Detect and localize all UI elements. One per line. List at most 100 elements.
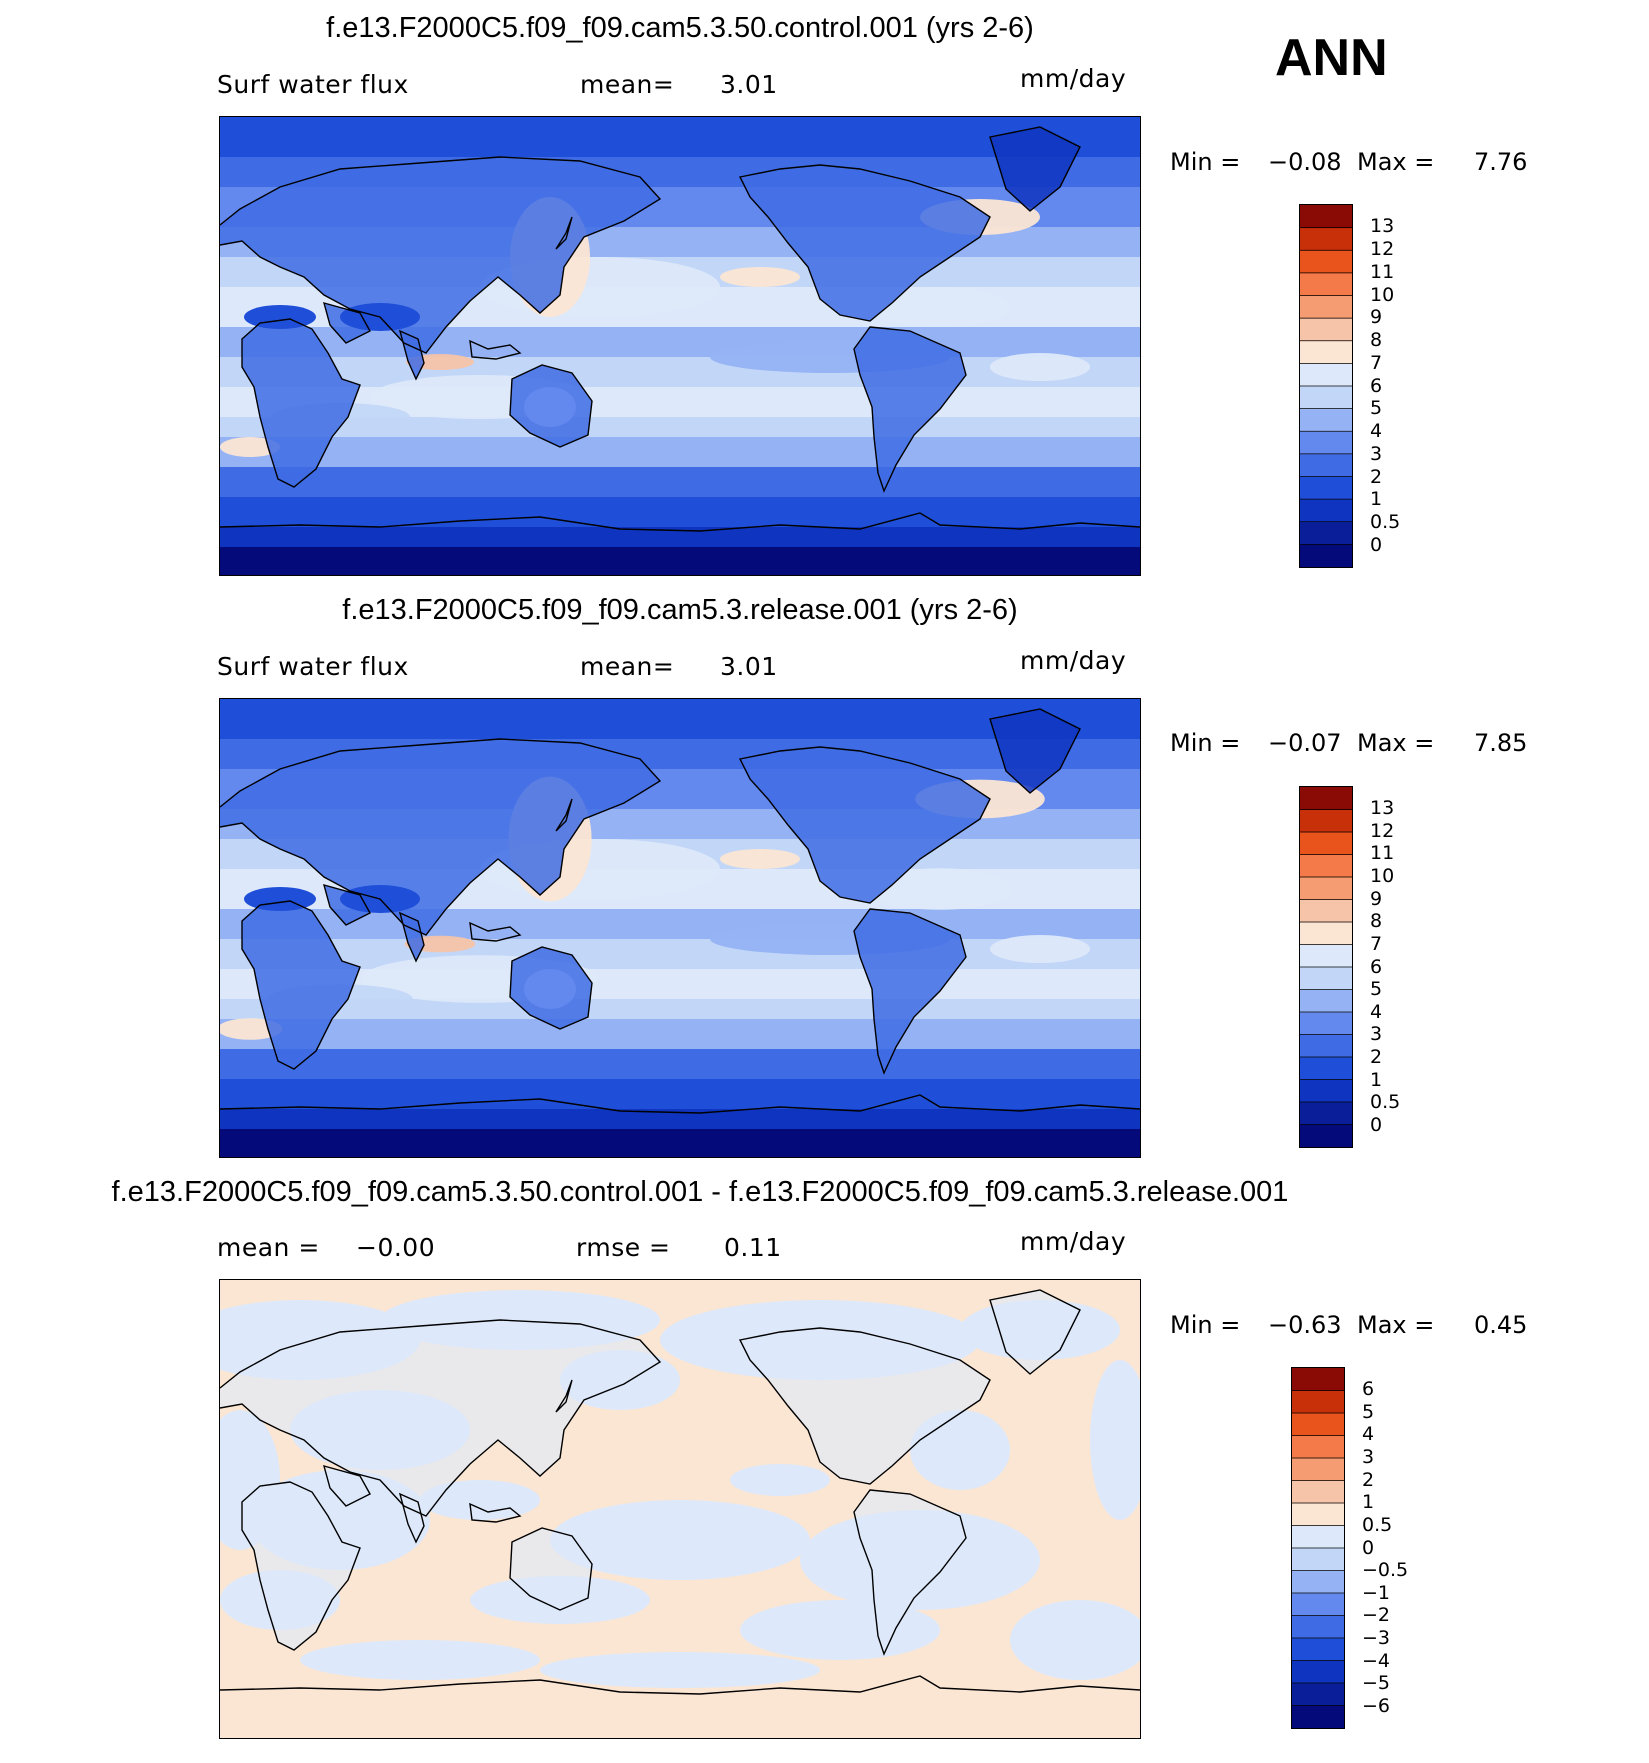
colorbar-tick-label: −6 (1362, 1694, 1391, 1717)
colorbar-swatch (1292, 1548, 1344, 1571)
panel-1-title: f.e13.F2000C5.f09_f09.cam5.3.50.control.… (326, 12, 1034, 44)
coastline (989, 708, 1081, 794)
colorbar-swatch (1300, 922, 1352, 945)
land-fill (854, 909, 966, 1073)
colorbar-tick-label: 10 (1370, 865, 1395, 887)
colorbar-tick-label: 10 (1370, 283, 1395, 306)
field-patch (220, 437, 280, 457)
diff-patch (420, 1480, 540, 1520)
field-band (220, 1019, 1140, 1050)
diff-patch (1090, 1360, 1140, 1520)
field-band (220, 1079, 1140, 1110)
colorbar-swatch (1300, 1124, 1352, 1147)
panel-2-colorbar-svg (1300, 787, 1352, 1147)
coastline (220, 738, 662, 936)
colorbar-swatch (1300, 499, 1352, 523)
coastline (509, 1527, 593, 1611)
colorbar-swatch (1300, 877, 1352, 900)
coastline (509, 946, 593, 1030)
colorbar-tick-label: 9 (1370, 306, 1383, 329)
colorbar-swatch (1300, 854, 1352, 878)
colorbar-swatch (1300, 431, 1352, 455)
field-patch (990, 353, 1090, 381)
colorbar-swatch (1300, 787, 1352, 810)
colorbar-tick-label: −0.5 (1362, 1559, 1409, 1582)
coastline (989, 126, 1081, 212)
colorbar-tick-label: 2 (1370, 465, 1383, 488)
colorbar-tick-label: 12 (1370, 819, 1395, 842)
panel-3-map-svg (220, 1280, 1140, 1738)
panel-1-map-svg (220, 117, 1140, 575)
colorbar-swatch (1300, 205, 1352, 229)
colorbar-swatch (1300, 521, 1352, 545)
land-fill (740, 165, 990, 321)
panel-3-units: mm/day (1020, 1227, 1127, 1256)
land-fill (400, 331, 424, 379)
colorbar-tick-label: 6 (1362, 1378, 1375, 1401)
colorbar-tick-label: 0.5 (1362, 1513, 1393, 1536)
panel-3-mean-value: −0.00 (356, 1233, 436, 1262)
colorbar-tick-label: 3 (1370, 442, 1383, 465)
field-band (220, 1049, 1140, 1080)
panel-1-units: mm/day (1020, 64, 1127, 93)
colorbar-swatch (1300, 363, 1352, 387)
colorbar-swatch (1300, 227, 1352, 251)
colorbar-swatch (1300, 899, 1352, 923)
land-fill (400, 1494, 424, 1542)
panel-3-map (219, 1279, 1141, 1739)
colorbar-tick-label: 3 (1370, 1023, 1383, 1046)
colorbar-swatch (1300, 386, 1352, 410)
field-band (220, 527, 1140, 548)
panel-3-colorbar-svg (1292, 1368, 1344, 1728)
coastline (555, 1379, 573, 1413)
coastline (469, 339, 522, 360)
colorbar-tick-label: 5 (1370, 978, 1383, 1001)
colorbar-swatch (1292, 1503, 1344, 1526)
panel-1-max-label: Max = (1357, 148, 1435, 176)
land-patch (524, 969, 576, 1009)
land-patch (524, 387, 576, 427)
colorbar-tick-label: −4 (1362, 1649, 1391, 1672)
coastline (738, 164, 991, 322)
colorbar-swatch (1292, 1638, 1344, 1661)
colorbar-swatch (1292, 1413, 1344, 1436)
colorbar-tick-label: 7 (1370, 932, 1383, 955)
coastline (738, 746, 991, 904)
panel-3-min-label: Min = (1170, 1311, 1241, 1339)
panel-3-colorbar (1291, 1367, 1345, 1729)
field-band (220, 939, 1140, 970)
colorbar-swatch (1300, 944, 1352, 968)
colorbar-swatch (1292, 1368, 1344, 1391)
diff-patch (540, 1652, 820, 1688)
coastline (398, 911, 425, 963)
field-band (220, 547, 1140, 575)
coastline (853, 1489, 967, 1656)
colorbar-swatch (1300, 340, 1352, 364)
colorbar-tick-label: 4 (1370, 1000, 1383, 1023)
land-fill (990, 1290, 1080, 1374)
panel-1-map (219, 116, 1141, 576)
colorbar-tick-label: 13 (1370, 797, 1395, 820)
coastline (738, 1327, 991, 1485)
panel-2-max-value: 7.85 (1474, 729, 1528, 757)
coastline (555, 798, 573, 832)
panel-2-mean-value: 3.01 (720, 652, 778, 681)
field-band (220, 699, 1140, 740)
diff-patch (1010, 1600, 1140, 1680)
panel-1-colorbar (1299, 204, 1353, 568)
field-band (220, 909, 1140, 940)
land-fill (242, 901, 360, 1069)
panel-3-max-value: 0.45 (1474, 1311, 1528, 1339)
colorbar-tick-label: 0 (1370, 533, 1383, 556)
coastline (220, 156, 662, 354)
colorbar-swatch (1300, 989, 1352, 1013)
diff-patch (300, 1640, 540, 1680)
panel-2-title: f.e13.F2000C5.f09_f09.cam5.3.release.001… (342, 594, 1018, 626)
colorbar-swatch (1300, 295, 1352, 319)
field-band (220, 357, 1140, 388)
colorbar-swatch (1300, 250, 1352, 274)
colorbar-tick-label: 1 (1362, 1491, 1375, 1514)
colorbar-swatch (1300, 544, 1352, 567)
coastline (469, 1502, 522, 1523)
field-band (220, 1129, 1140, 1157)
